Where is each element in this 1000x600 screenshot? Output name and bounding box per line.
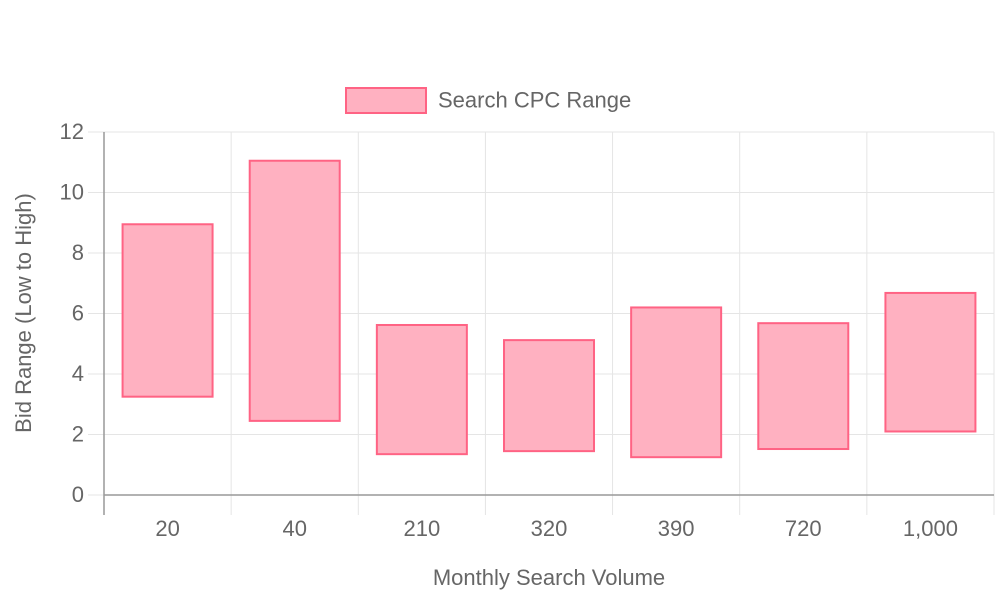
x-tick-label: 390 [658, 516, 695, 541]
y-axis-title: Bid Range (Low to High) [11, 193, 36, 433]
x-tick-label: 40 [282, 516, 306, 541]
axis-layer [103, 132, 994, 515]
x-tick-label: 210 [403, 516, 440, 541]
range-bar[interactable] [884, 291, 977, 433]
x-tick-label: 720 [785, 516, 822, 541]
legend-swatch[interactable] [345, 87, 427, 114]
y-tick-label: 8 [72, 240, 84, 265]
x-tick-label: 20 [155, 516, 179, 541]
y-tick-label: 6 [72, 301, 84, 326]
y-tick-label: 2 [72, 422, 84, 447]
y-tick-label: 10 [60, 180, 84, 205]
range-bar[interactable] [121, 223, 214, 398]
legend[interactable]: Search CPC Range [345, 87, 631, 114]
y-tick-label: 0 [72, 482, 84, 507]
range-bar[interactable] [630, 306, 723, 459]
labels-layer: 0 2 4 6 8 10 12 20 40 210 320 390 720 1,000 [60, 119, 958, 541]
x-tick-label: 320 [531, 516, 568, 541]
range-bar[interactable] [757, 322, 850, 451]
x-axis-title: Monthly Search Volume [433, 565, 665, 590]
grid-layer [88, 131, 995, 515]
range-bar[interactable] [375, 323, 468, 456]
legend-label[interactable]: Search CPC Range [438, 88, 631, 113]
range-bar[interactable] [248, 159, 341, 422]
y-tick-label: 4 [72, 361, 84, 386]
y-tick-label: 12 [60, 119, 84, 144]
bars-layer [121, 159, 977, 459]
range-bar[interactable] [503, 339, 595, 453]
x-tick-label: 1,000 [903, 516, 958, 541]
